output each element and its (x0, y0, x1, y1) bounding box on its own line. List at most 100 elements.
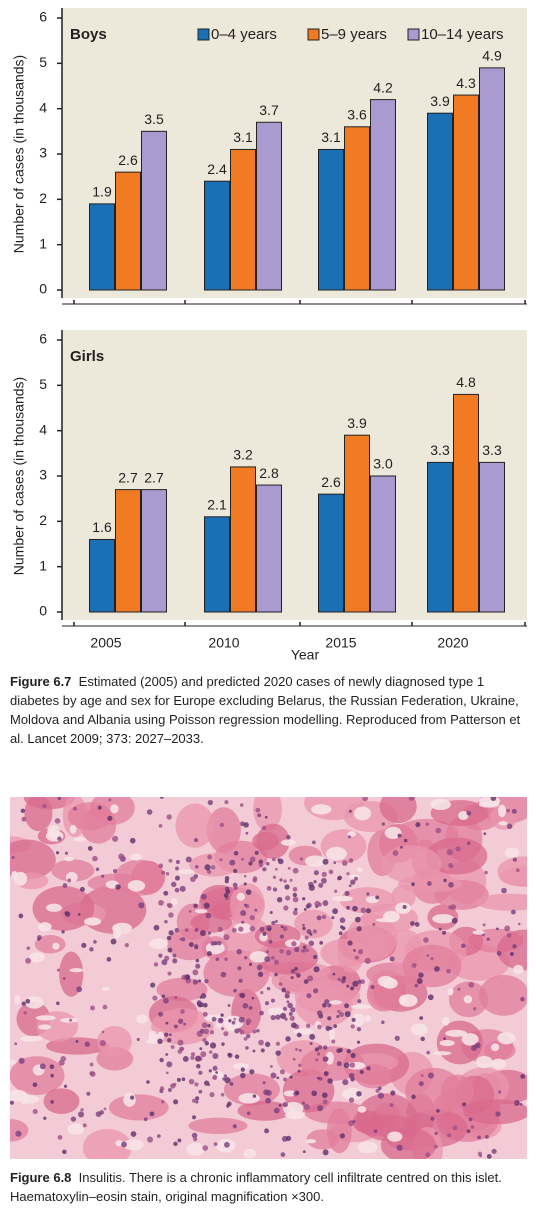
nucleus (423, 937, 429, 943)
nucleus (194, 1082, 199, 1087)
nucleus (292, 892, 298, 898)
nucleus (303, 907, 307, 911)
nucleus (18, 913, 24, 919)
nucleus (62, 1149, 67, 1155)
nucleus (349, 986, 355, 991)
nucleus (343, 1062, 350, 1069)
nucleus (147, 1136, 154, 1143)
tissue-blob (252, 831, 280, 851)
nucleus (168, 858, 173, 863)
nucleus (312, 929, 318, 934)
nucleus (240, 1067, 245, 1072)
tissue-gap (439, 1039, 455, 1047)
tissue-blob (255, 940, 319, 975)
nucleus (107, 815, 113, 821)
nucleus (427, 994, 434, 1001)
nucleus (357, 979, 362, 984)
tissue-gap (331, 895, 353, 902)
tissue-blob (97, 1026, 132, 1057)
panel-title: Girls (70, 348, 104, 365)
nucleus (167, 1088, 172, 1092)
y-tick-label: 2 (39, 190, 47, 206)
nucleus (95, 867, 100, 872)
nucleus (348, 835, 352, 839)
nucleus (337, 875, 343, 881)
nucleus (76, 986, 83, 993)
value-label: 3.1 (233, 129, 253, 145)
nucleus (400, 845, 403, 849)
nucleus (193, 903, 198, 909)
nucleus (290, 1022, 297, 1029)
nucleus (336, 1048, 341, 1054)
nucleus (243, 1037, 248, 1041)
nucleus (62, 977, 66, 980)
nucleus (231, 927, 237, 933)
x-tick-label: 2010 (208, 635, 239, 651)
nucleus (377, 1092, 385, 1099)
nucleus (267, 927, 272, 932)
nucleus (297, 1069, 301, 1073)
nucleus (314, 1047, 320, 1052)
nucleus (170, 1045, 175, 1049)
nucleus (272, 887, 278, 892)
nucleus (448, 882, 454, 888)
nucleus (193, 874, 199, 879)
nucleus (370, 985, 375, 990)
nucleus (327, 1016, 332, 1021)
nucleus (185, 856, 192, 863)
nucleus (243, 822, 249, 828)
tissue-blob (478, 974, 527, 1016)
y-tick-label: 3 (39, 467, 47, 483)
nucleus (229, 1082, 234, 1086)
nucleus (504, 925, 511, 932)
nucleus (457, 987, 461, 991)
value-label: 4.2 (373, 79, 393, 95)
nucleus (217, 940, 222, 946)
nucleus (290, 1007, 296, 1013)
tissue-gap (352, 1013, 365, 1027)
nucleus (295, 1047, 298, 1051)
tissue-gap (356, 867, 363, 872)
nucleus (434, 1131, 438, 1135)
nucleus (309, 1033, 316, 1040)
nucleus (276, 1076, 280, 1080)
nucleus (18, 1057, 25, 1064)
nucleus (418, 1081, 424, 1087)
nucleus (381, 822, 385, 826)
tissue-gap (458, 811, 469, 821)
nucleus (260, 990, 264, 995)
tissue-gap (136, 1014, 148, 1024)
nucleus (466, 1129, 471, 1133)
nucleus (50, 1100, 54, 1104)
nucleus (199, 996, 203, 999)
nucleus (435, 827, 442, 834)
tissue-gap (461, 1033, 479, 1046)
nucleus (49, 1064, 55, 1070)
nucleus (356, 1040, 361, 1044)
value-label: 3.9 (430, 93, 450, 109)
tissue-blob (10, 1118, 29, 1142)
nucleus (256, 1028, 260, 1033)
nucleus (224, 875, 230, 881)
tissue-gap (463, 995, 473, 1004)
y-tick-label: 6 (39, 331, 47, 347)
nucleus (180, 1046, 185, 1052)
nucleus (373, 1129, 378, 1134)
nucleus (158, 899, 164, 906)
nucleus (157, 1038, 163, 1045)
tissue-gap (342, 1087, 363, 1101)
nucleus (285, 1036, 291, 1042)
tissue-gap (384, 826, 402, 839)
nucleus (322, 858, 329, 865)
nucleus (291, 941, 297, 947)
nucleus (448, 905, 453, 910)
nucleus (200, 1051, 207, 1058)
figure-label: Figure 6.7 (10, 674, 72, 689)
tissue-gap (127, 880, 146, 892)
tissue-gap (432, 914, 455, 924)
nucleus (290, 969, 296, 974)
tissue-gap (123, 1092, 136, 1107)
tissue-gap (430, 798, 451, 811)
tissue-gap (432, 1051, 452, 1056)
nucleus (462, 1102, 467, 1107)
